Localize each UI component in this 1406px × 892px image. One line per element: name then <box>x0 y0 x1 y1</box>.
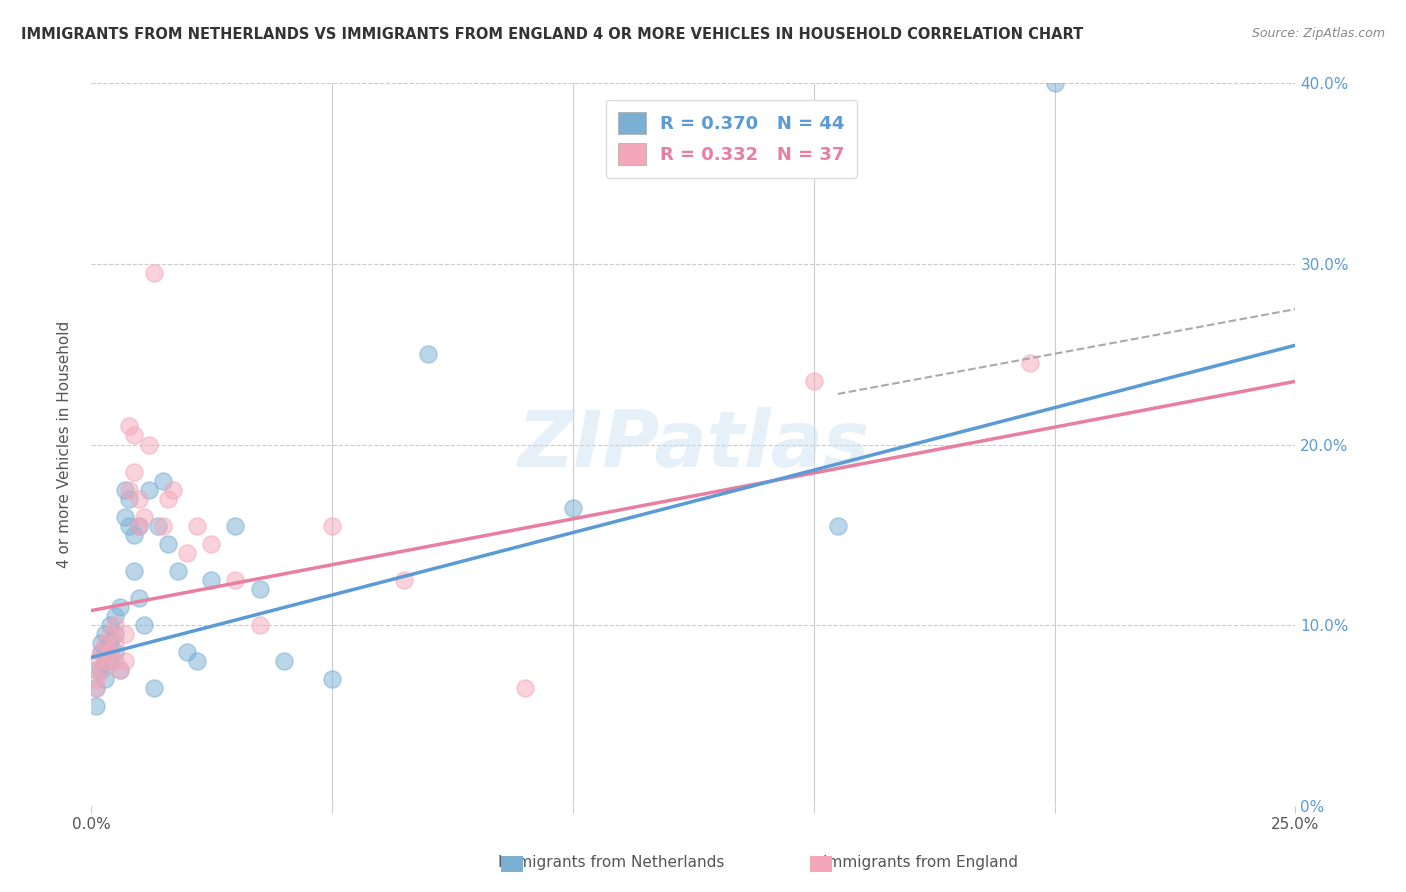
Point <box>186 654 208 668</box>
Point <box>84 672 107 686</box>
Point <box>138 437 160 451</box>
Point <box>561 500 583 515</box>
Point <box>90 645 112 659</box>
Point <box>132 509 155 524</box>
Point <box>84 663 107 677</box>
Point <box>118 518 141 533</box>
Point <box>124 465 146 479</box>
Point <box>124 428 146 442</box>
Point <box>98 654 121 668</box>
Text: IMMIGRANTS FROM NETHERLANDS VS IMMIGRANTS FROM ENGLAND 4 OR MORE VEHICLES IN HOU: IMMIGRANTS FROM NETHERLANDS VS IMMIGRANT… <box>21 27 1084 42</box>
Point <box>321 672 343 686</box>
Point <box>1019 356 1042 370</box>
Point <box>249 618 271 632</box>
Point <box>132 618 155 632</box>
Point <box>124 528 146 542</box>
Point <box>124 564 146 578</box>
Point <box>104 609 127 624</box>
Point <box>90 645 112 659</box>
Point <box>200 573 222 587</box>
Point <box>827 518 849 533</box>
Y-axis label: 4 or more Vehicles in Household: 4 or more Vehicles in Household <box>58 321 72 568</box>
Point <box>90 663 112 677</box>
Point <box>224 518 246 533</box>
Point <box>104 654 127 668</box>
Point <box>803 374 825 388</box>
Point <box>142 681 165 696</box>
Point <box>98 636 121 650</box>
Point <box>118 419 141 434</box>
Point <box>104 618 127 632</box>
Point <box>392 573 415 587</box>
Text: Immigrants from England: Immigrants from England <box>824 855 1018 870</box>
Point <box>128 591 150 605</box>
Point <box>128 518 150 533</box>
Point <box>142 266 165 280</box>
Point <box>84 654 107 668</box>
Point <box>104 645 127 659</box>
Point <box>90 636 112 650</box>
Point <box>321 518 343 533</box>
Point <box>98 645 121 659</box>
Point <box>114 627 136 641</box>
Point <box>84 681 107 696</box>
Point <box>273 654 295 668</box>
Point <box>84 681 107 696</box>
Text: Immigrants from Netherlands: Immigrants from Netherlands <box>498 855 725 870</box>
Point <box>114 483 136 497</box>
Point <box>148 518 170 533</box>
Point <box>114 654 136 668</box>
Point <box>200 537 222 551</box>
Point <box>94 672 117 686</box>
Point <box>94 627 117 641</box>
Point <box>104 636 127 650</box>
Point <box>176 645 198 659</box>
Point <box>418 347 440 361</box>
Point <box>224 573 246 587</box>
Point <box>157 537 180 551</box>
Point <box>94 645 117 659</box>
Legend: R = 0.370   N = 44, R = 0.332   N = 37: R = 0.370 N = 44, R = 0.332 N = 37 <box>606 100 858 178</box>
Point <box>108 599 131 614</box>
Point <box>104 627 127 641</box>
Point <box>94 636 117 650</box>
Text: ZIPatlas: ZIPatlas <box>517 407 869 483</box>
Point <box>138 483 160 497</box>
Point <box>157 491 180 506</box>
Point <box>128 491 150 506</box>
Point <box>128 518 150 533</box>
Point <box>98 618 121 632</box>
Point <box>114 509 136 524</box>
Point <box>186 518 208 533</box>
Point <box>98 627 121 641</box>
Point <box>108 663 131 677</box>
Point <box>108 663 131 677</box>
Point <box>94 654 117 668</box>
Point <box>90 663 112 677</box>
Point <box>118 491 141 506</box>
Point <box>118 483 141 497</box>
Point <box>249 582 271 596</box>
Point <box>84 699 107 714</box>
Point <box>166 564 188 578</box>
Point <box>152 518 174 533</box>
Point <box>513 681 536 696</box>
Point <box>162 483 184 497</box>
Point <box>176 546 198 560</box>
Point <box>152 474 174 488</box>
Point <box>1043 77 1066 91</box>
Point <box>94 654 117 668</box>
Text: Source: ZipAtlas.com: Source: ZipAtlas.com <box>1251 27 1385 40</box>
